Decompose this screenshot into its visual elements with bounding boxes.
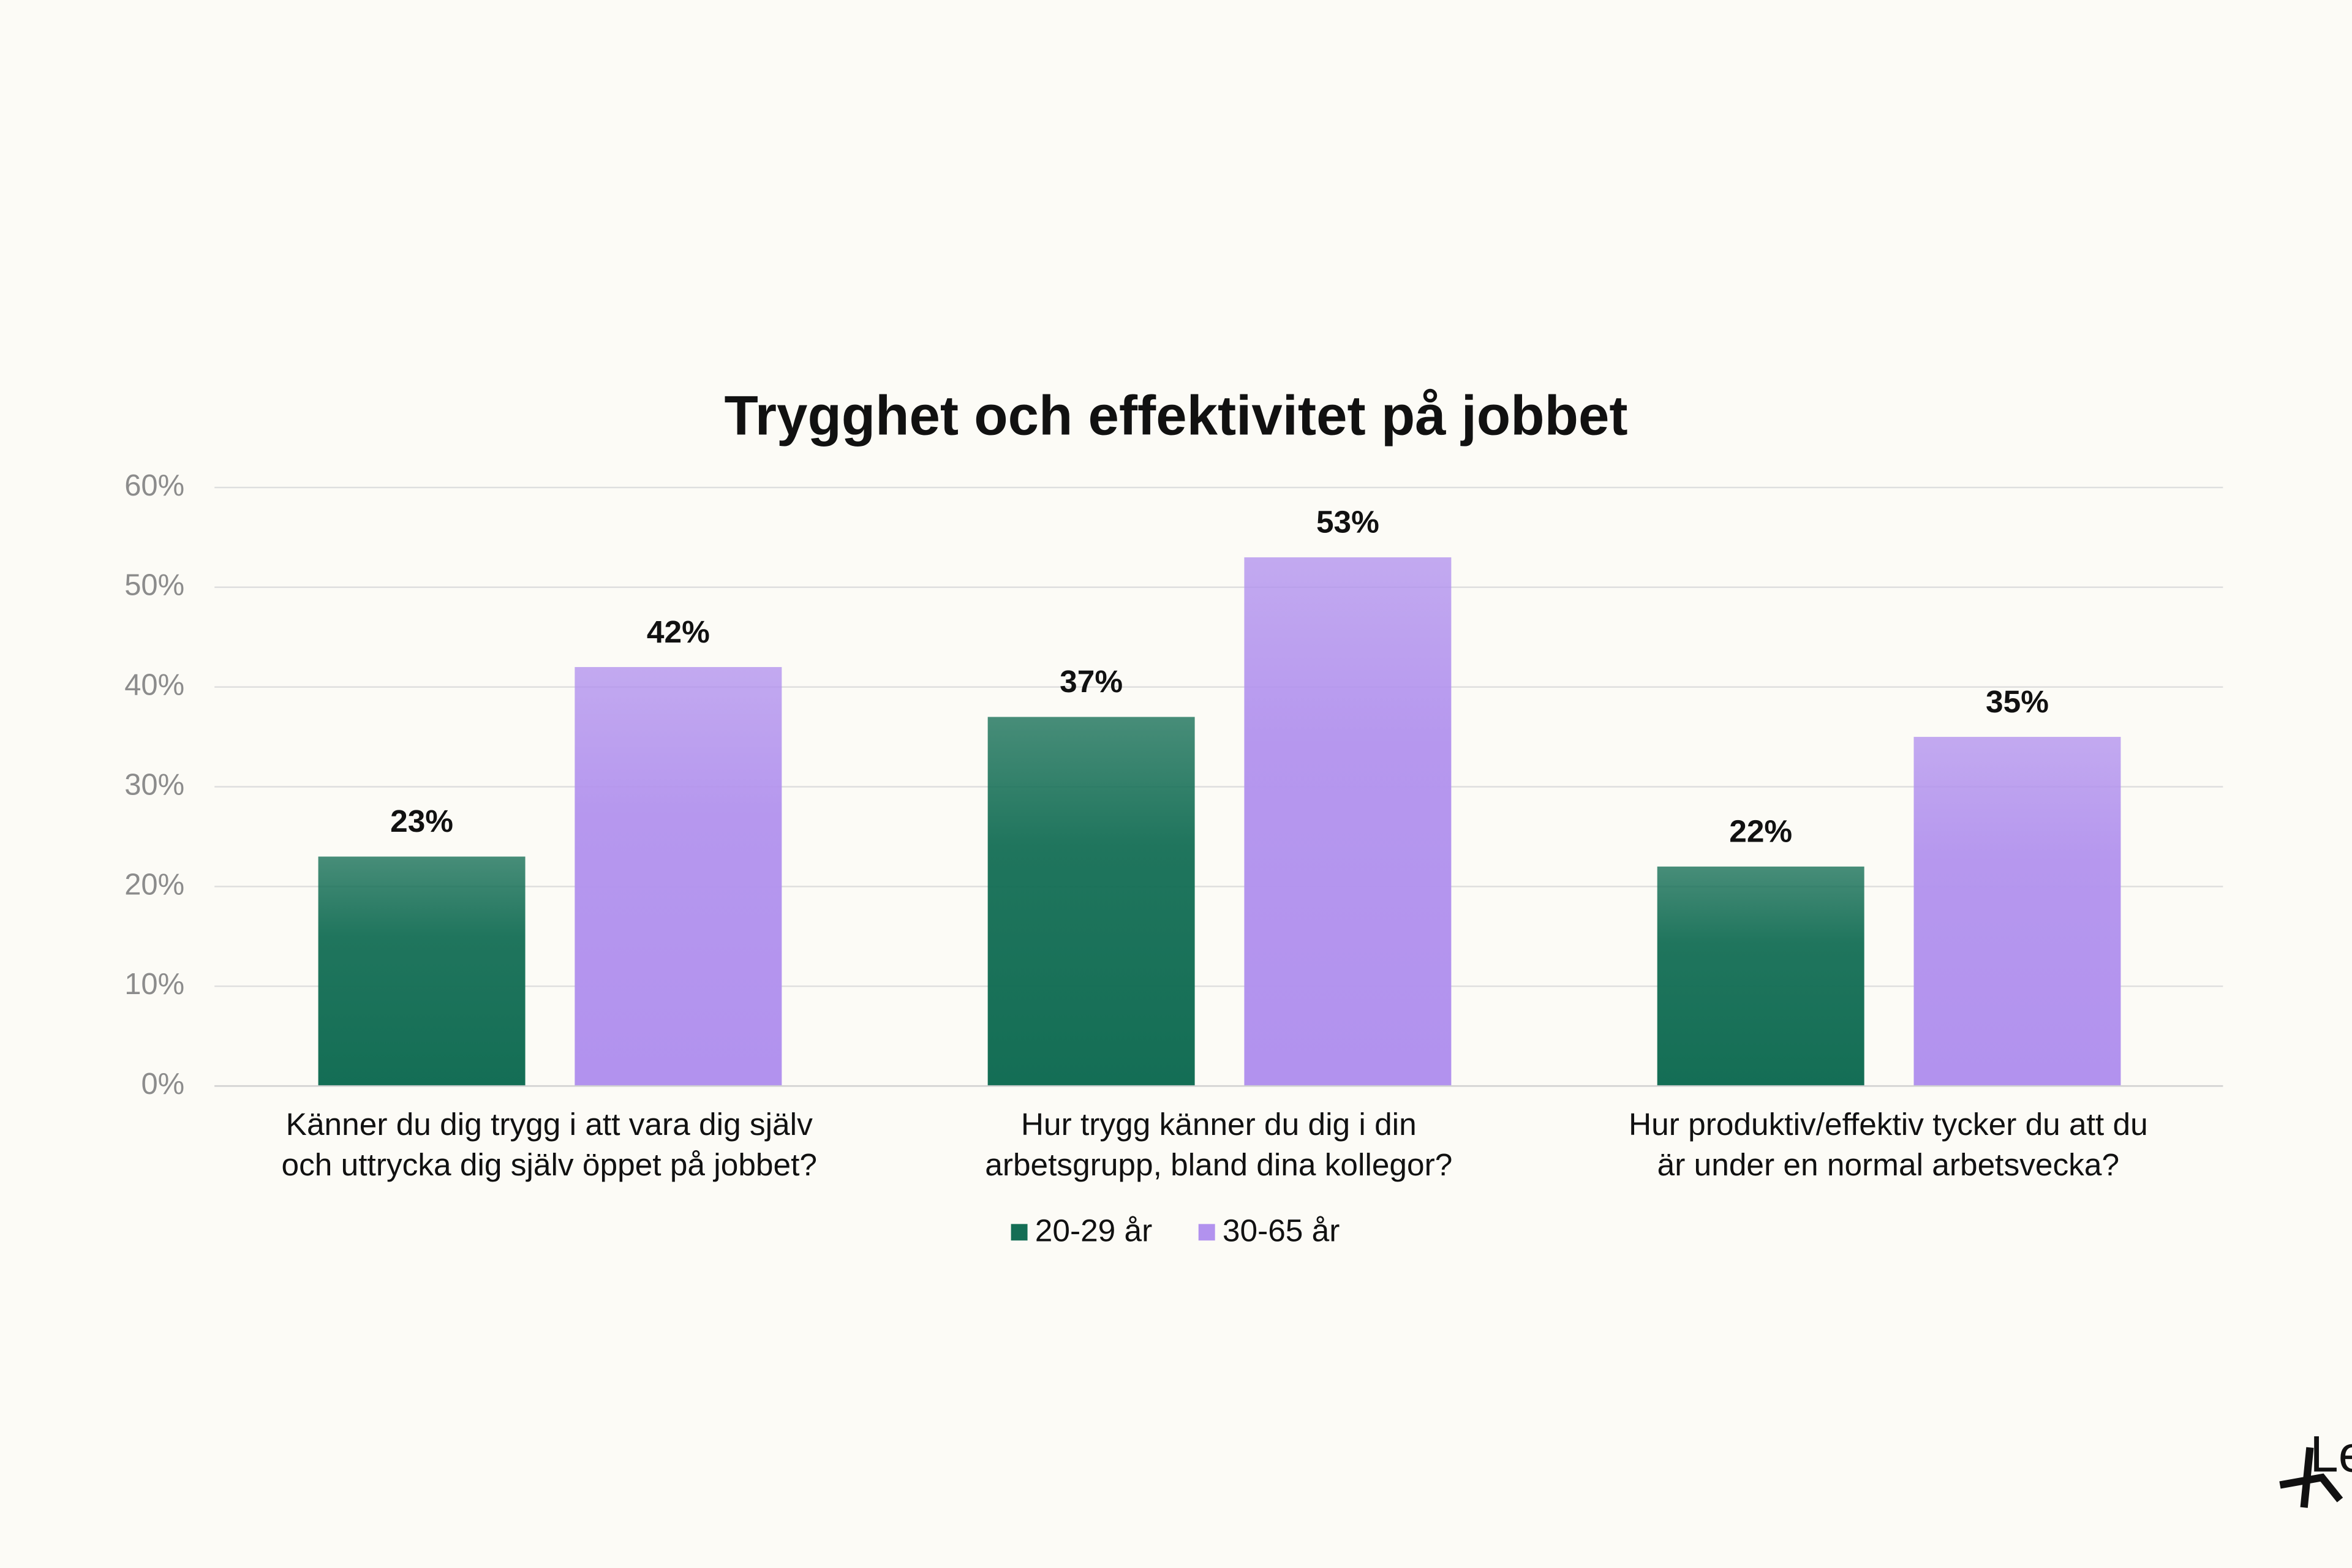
y-tick-label: 50% — [124, 569, 184, 602]
y-tick-label: 0% — [141, 1068, 184, 1101]
legend-label: 20-29 år — [1035, 1213, 1152, 1248]
legend-swatch — [1198, 1224, 1215, 1241]
chart-title: Trygghet och effektivitet på jobbet — [724, 385, 1627, 447]
legend-label: 30-65 år — [1223, 1213, 1340, 1248]
bar — [575, 667, 782, 1087]
y-tick-label: 20% — [124, 868, 184, 901]
x-tick-label: arbetsgrupp, bland dina kollegor? — [985, 1147, 1452, 1182]
logo-mark — [2279, 1447, 2343, 1508]
x-tick-label: och uttrycka dig själv öppet på jobbet? — [282, 1147, 817, 1182]
y-tick-label: 60% — [124, 469, 184, 502]
data-label: 37% — [1060, 663, 1123, 699]
data-label: 53% — [1316, 504, 1379, 540]
data-label: 22% — [1729, 813, 1792, 848]
y-tick-label: 30% — [124, 768, 184, 801]
bar — [987, 717, 1195, 1087]
x-tick-label: Hur trygg känner du dig i din — [1021, 1106, 1417, 1142]
y-tick-label: 10% — [124, 968, 184, 1001]
y-tick-label: 40% — [124, 669, 184, 702]
x-tick-label: är under en normal arbetsvecka? — [1657, 1147, 2119, 1182]
data-label: 35% — [1986, 684, 2049, 719]
logo-text: Le — [2310, 1425, 2352, 1482]
bar — [1657, 866, 1864, 1087]
x-tick-label: Känner du dig trygg i att vara dig själv — [286, 1106, 813, 1142]
bar — [1913, 737, 2121, 1087]
bar — [318, 856, 526, 1087]
x-tick-label: Hur produktiv/effektiv tycker du att du — [1629, 1106, 2148, 1142]
legend-swatch — [1011, 1224, 1028, 1241]
data-label: 23% — [390, 803, 453, 839]
data-label: 42% — [647, 614, 710, 649]
bar — [1244, 557, 1452, 1087]
